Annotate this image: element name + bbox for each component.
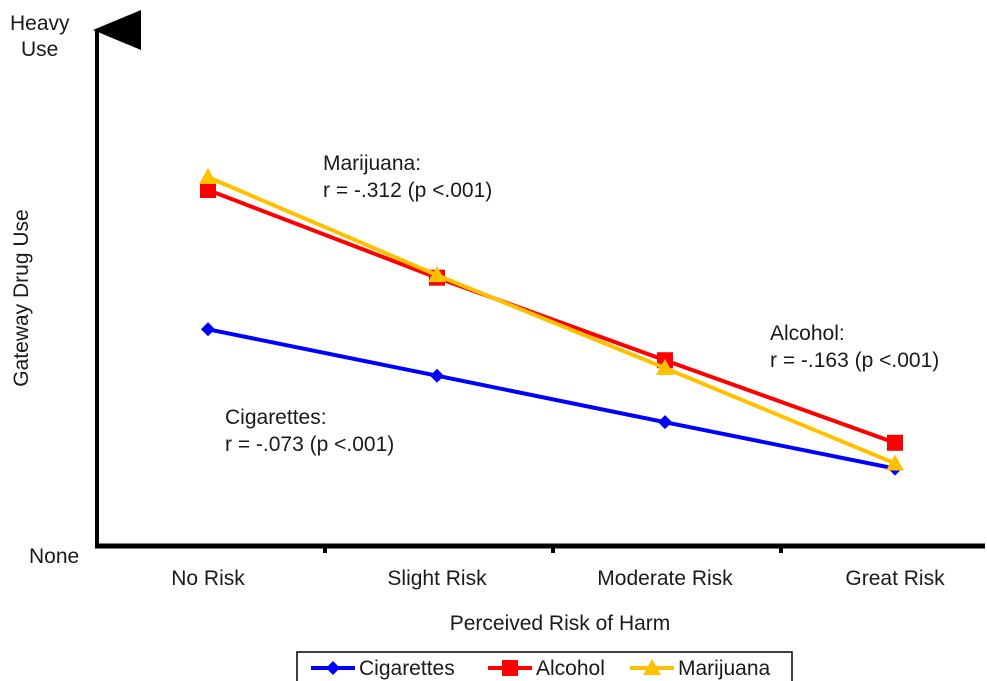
series-line-marijuana	[207, 175, 896, 466]
annotation-marijuana-title: Marijuana:	[323, 152, 421, 175]
point-marijuana-slight-risk	[428, 266, 446, 283]
x-tick-label-moderate-risk: Moderate Risk	[597, 567, 733, 590]
x-tick-label-great-risk: Great Risk	[845, 567, 945, 590]
legend-swatch-marker-marijuana	[643, 659, 661, 675]
annotation-alcohol-stat: r = -.163 (p <.001)	[770, 349, 939, 372]
y-bottom-label: None	[29, 545, 79, 568]
series-line-cigarettes	[207, 327, 896, 471]
x-axis-title: Perceived Risk of Harm	[450, 612, 671, 635]
series-layer	[199, 168, 904, 476]
x-axis-tick-labels: No Risk Slight Risk Moderate Risk Great Ris…	[171, 567, 945, 590]
x-axis-ticks	[323, 546, 783, 553]
legend: Cigarettes Alcohol Marijuana	[296, 651, 793, 681]
y-top-label-line-1: Heavy	[10, 12, 70, 35]
annotation-marijuana-stat: r = -.312 (p <.001)	[323, 179, 492, 202]
x-tick-label-no-risk: No Risk	[171, 567, 245, 590]
point-alcohol-no-risk	[200, 181, 216, 198]
legend-item-alcohol: Alcohol	[488, 657, 605, 680]
legend-items: Cigarettes Alcohol Marijuana	[311, 657, 771, 680]
series-line-alcohol	[207, 188, 896, 445]
annotation-cigarettes-stat: r = -.073 (p <.001)	[225, 433, 394, 456]
legend-label-cigarettes: Cigarettes	[359, 657, 455, 680]
point-marijuana-no-risk	[199, 168, 217, 185]
series-marijuana	[199, 168, 904, 471]
annotation-alcohol-title: Alcohol:	[770, 322, 845, 345]
y-top-label-line-2: Use	[21, 38, 58, 61]
legend-label-marijuana: Marijuana	[678, 657, 771, 680]
point-marijuana-great-risk	[886, 454, 904, 471]
legend-label-alcohol: Alcohol	[536, 657, 605, 680]
legend-swatch-marker-alcohol	[502, 660, 518, 676]
x-tick-label-slight-risk: Slight Risk	[387, 567, 487, 590]
legend-item-marijuana: Marijuana	[630, 657, 771, 680]
y-axis-title: Gateway Drug Use	[10, 209, 33, 386]
point-cigarettes-moderate-risk	[658, 415, 672, 430]
point-cigarettes-slight-risk	[430, 368, 444, 383]
point-marijuana-moderate-risk	[656, 358, 674, 375]
point-alcohol-great-risk	[887, 434, 903, 451]
legend-box	[296, 651, 793, 681]
legend-item-cigarettes: Cigarettes	[311, 657, 455, 680]
legend-swatch-marker-cigarettes	[326, 661, 340, 675]
point-cigarettes-no-risk	[201, 322, 215, 337]
annotation-cigarettes-title: Cigarettes:	[225, 406, 327, 429]
